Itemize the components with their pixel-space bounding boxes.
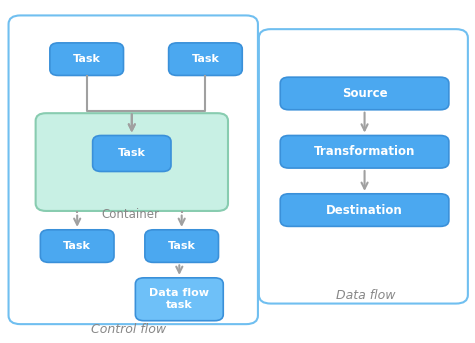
Text: Container: Container bbox=[102, 208, 160, 221]
FancyBboxPatch shape bbox=[280, 194, 449, 226]
Text: Source: Source bbox=[342, 87, 388, 100]
FancyBboxPatch shape bbox=[280, 77, 449, 110]
Polygon shape bbox=[133, 31, 259, 321]
Text: Task: Task bbox=[63, 241, 91, 251]
Text: Data flow: Data flow bbox=[336, 289, 396, 302]
Text: Task: Task bbox=[168, 241, 196, 251]
FancyBboxPatch shape bbox=[259, 29, 468, 304]
Text: Destination: Destination bbox=[326, 204, 403, 216]
FancyBboxPatch shape bbox=[50, 43, 124, 75]
Text: Task: Task bbox=[191, 54, 219, 64]
FancyBboxPatch shape bbox=[9, 15, 258, 324]
FancyBboxPatch shape bbox=[280, 135, 449, 168]
FancyBboxPatch shape bbox=[135, 278, 223, 321]
FancyBboxPatch shape bbox=[145, 230, 218, 262]
Text: Transformation: Transformation bbox=[314, 145, 415, 158]
Text: Task: Task bbox=[118, 149, 146, 158]
FancyBboxPatch shape bbox=[36, 113, 228, 211]
Text: Task: Task bbox=[73, 54, 101, 64]
Text: Data flow
task: Data flow task bbox=[149, 288, 209, 310]
FancyBboxPatch shape bbox=[93, 135, 171, 172]
FancyBboxPatch shape bbox=[40, 230, 114, 262]
Text: Control flow: Control flow bbox=[91, 323, 166, 336]
FancyBboxPatch shape bbox=[169, 43, 242, 75]
